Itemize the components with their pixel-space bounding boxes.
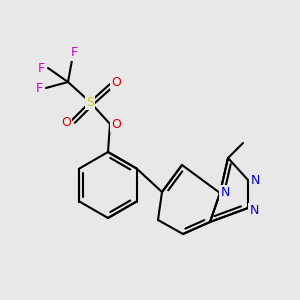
Text: O: O [111, 76, 121, 88]
Text: N: N [250, 173, 260, 187]
Text: O: O [61, 116, 71, 128]
Text: S: S [86, 95, 94, 109]
Text: N: N [220, 187, 230, 200]
Text: F: F [70, 46, 78, 59]
Text: N: N [249, 205, 259, 218]
Text: F: F [35, 82, 43, 94]
Text: O: O [111, 118, 121, 130]
Text: F: F [38, 61, 45, 74]
